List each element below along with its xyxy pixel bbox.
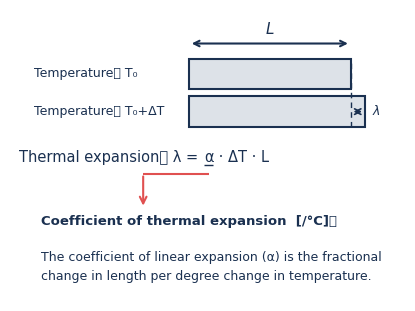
Text: Coefficient of thermal expansion  [/°C]：: Coefficient of thermal expansion [/°C]： <box>41 215 337 228</box>
FancyBboxPatch shape <box>189 59 351 89</box>
Text: Thermal expansion： λ =: Thermal expansion： λ = <box>19 150 203 165</box>
Text: α: α <box>204 150 214 165</box>
Text: Temperature： T₀: Temperature： T₀ <box>34 67 138 80</box>
Text: The coefficient of linear expansion (α) is the fractional
change in length per d: The coefficient of linear expansion (α) … <box>41 251 382 283</box>
Text: · ΔT · L: · ΔT · L <box>214 150 269 165</box>
Text: Temperature： T₀+ΔT: Temperature： T₀+ΔT <box>34 105 164 118</box>
Text: L: L <box>266 22 274 37</box>
Text: λ: λ <box>373 105 380 118</box>
FancyBboxPatch shape <box>189 96 365 127</box>
